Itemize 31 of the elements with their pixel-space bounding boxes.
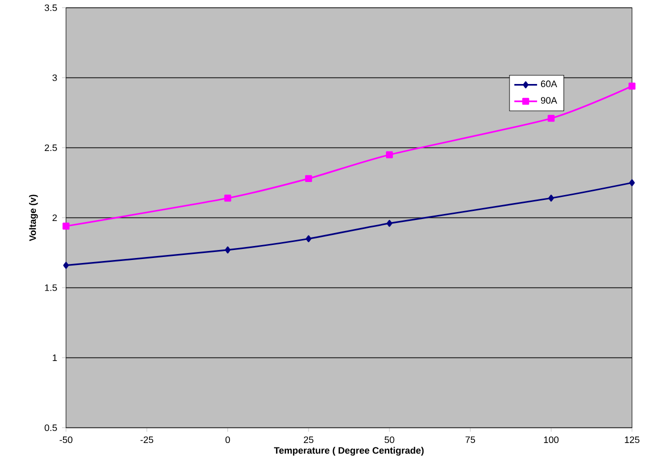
- y-axis-title: Voltage (v): [29, 194, 38, 242]
- y-tick-label: 2.5: [44, 144, 57, 152]
- point: [548, 194, 554, 202]
- x-tick-label: 100: [544, 436, 559, 444]
- y-tick-label: 0.5: [44, 424, 57, 432]
- point: [224, 246, 231, 254]
- x-tick-label: 75: [466, 436, 476, 444]
- point: [628, 82, 636, 90]
- point: [306, 235, 312, 242]
- point: [224, 194, 232, 202]
- point: [305, 175, 312, 182]
- x-tick-label: -50: [60, 436, 72, 444]
- point: [548, 115, 555, 122]
- y-tick-label: 3: [52, 74, 57, 82]
- legend-label: 90A: [540, 97, 558, 104]
- x-tick-label: -25: [140, 436, 154, 444]
- point: [62, 222, 70, 230]
- point: [629, 179, 635, 186]
- x-tick-label: 125: [624, 436, 640, 444]
- point: [63, 262, 69, 269]
- x-tick-label: 0: [225, 436, 230, 444]
- point: [386, 151, 393, 158]
- x-axis-title: Temperature ( Degree Centigrade): [274, 447, 424, 456]
- y-tick-label: 2: [52, 214, 57, 222]
- x-tick-label: 50: [384, 436, 394, 444]
- y-tick-label: 1.5: [45, 284, 57, 292]
- y-tick-label: 1: [52, 354, 57, 362]
- point: [386, 220, 392, 227]
- legend-label: 60A: [541, 80, 558, 88]
- y-tick-label: 3.5: [44, 4, 57, 12]
- x-tick-label: 25: [304, 436, 314, 444]
